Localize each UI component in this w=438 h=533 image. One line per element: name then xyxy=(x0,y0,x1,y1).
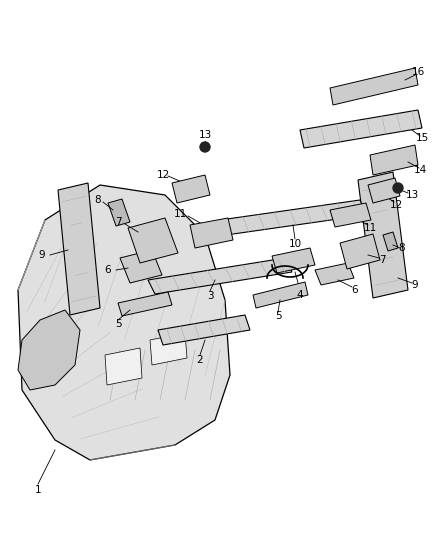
Text: 15: 15 xyxy=(415,133,429,143)
Text: 6: 6 xyxy=(105,265,111,275)
Text: 6: 6 xyxy=(352,285,358,295)
Text: 12: 12 xyxy=(156,170,170,180)
Polygon shape xyxy=(105,348,142,385)
Text: 2: 2 xyxy=(197,355,203,365)
Polygon shape xyxy=(358,172,408,298)
Circle shape xyxy=(200,142,210,152)
Polygon shape xyxy=(253,282,308,308)
Polygon shape xyxy=(158,315,250,345)
Text: 9: 9 xyxy=(39,250,45,260)
Polygon shape xyxy=(148,258,292,294)
Text: 11: 11 xyxy=(364,223,377,233)
Polygon shape xyxy=(118,292,172,316)
Circle shape xyxy=(393,183,403,193)
Polygon shape xyxy=(150,333,187,365)
Polygon shape xyxy=(300,110,422,148)
Text: 4: 4 xyxy=(297,290,303,300)
Polygon shape xyxy=(368,178,400,203)
Polygon shape xyxy=(172,175,210,203)
Polygon shape xyxy=(370,145,418,175)
Polygon shape xyxy=(18,310,80,390)
Text: 7: 7 xyxy=(115,217,121,227)
Text: 5: 5 xyxy=(115,319,121,329)
Polygon shape xyxy=(220,200,366,235)
Text: 9: 9 xyxy=(412,280,418,290)
Polygon shape xyxy=(120,250,162,283)
Text: 13: 13 xyxy=(406,190,419,200)
Text: 11: 11 xyxy=(173,209,187,219)
Text: 14: 14 xyxy=(413,165,427,175)
Text: 8: 8 xyxy=(95,195,101,205)
Polygon shape xyxy=(330,68,418,105)
Text: 5: 5 xyxy=(275,311,281,321)
Polygon shape xyxy=(108,199,130,226)
Text: 7: 7 xyxy=(379,255,385,265)
Polygon shape xyxy=(58,183,100,315)
Polygon shape xyxy=(18,185,230,460)
Polygon shape xyxy=(272,248,315,273)
Polygon shape xyxy=(315,263,354,285)
Text: 3: 3 xyxy=(207,291,213,301)
Text: 16: 16 xyxy=(411,67,424,77)
Polygon shape xyxy=(330,203,371,227)
Polygon shape xyxy=(383,232,398,251)
Text: 1: 1 xyxy=(35,485,41,495)
Text: 8: 8 xyxy=(399,243,405,253)
Text: 10: 10 xyxy=(289,239,301,249)
Text: 12: 12 xyxy=(389,200,403,210)
Polygon shape xyxy=(340,234,380,269)
Polygon shape xyxy=(128,218,178,263)
Polygon shape xyxy=(190,218,233,248)
Text: 13: 13 xyxy=(198,130,212,140)
